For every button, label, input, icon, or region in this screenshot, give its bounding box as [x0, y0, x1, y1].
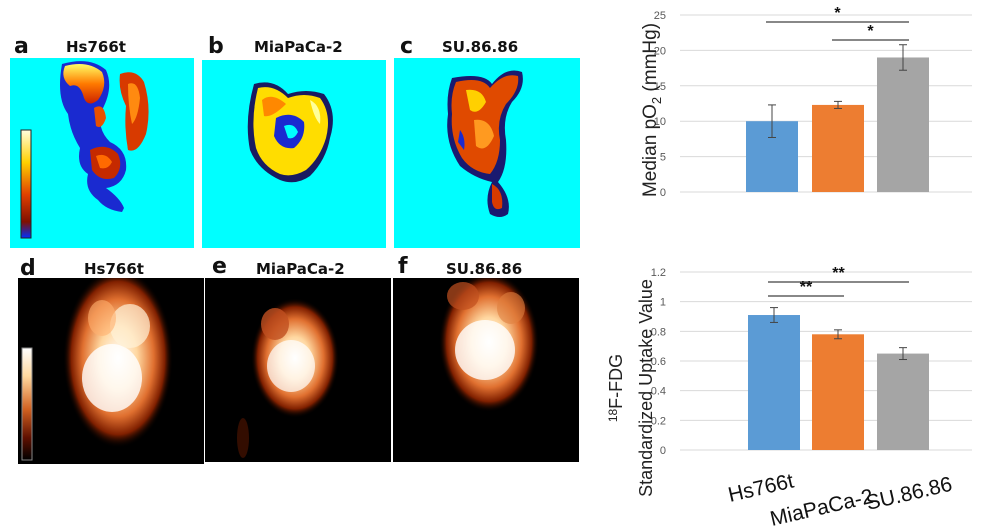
- panel-title-f: SU.86.86: [446, 260, 523, 278]
- y-tick-label: 0.6: [651, 356, 666, 368]
- panel-letter-d: d: [20, 256, 36, 281]
- colorbar: [20, 129, 32, 239]
- bar-su-86-86: [877, 353, 929, 450]
- panel-title-d: Hs766t: [84, 260, 144, 278]
- panel-letter-c: c: [400, 34, 414, 59]
- y-tick-label: 20: [654, 45, 666, 57]
- y-axis-label: Median pO2 (mmHg): [640, 23, 664, 197]
- bar-su-86-86: [877, 57, 929, 193]
- panel-title-e: MiaPaCa-2: [256, 260, 345, 278]
- y-tick-label: 10: [654, 116, 666, 128]
- y-tick-label: 0: [660, 445, 666, 457]
- po2-map-hs766t: [10, 58, 194, 248]
- significance-marker: *: [834, 5, 841, 22]
- y-tick-label: 5: [660, 152, 666, 164]
- y-tick-label: 0.2: [651, 415, 666, 427]
- tumor-region: [247, 82, 333, 183]
- chart-median-po2: 0 5 10 15 20 25 * * Median pO2 (mmHg): [640, 5, 972, 199]
- fdg-pet-su8686: [393, 278, 579, 462]
- chart-fdg-suv: 00.20.40.60.811.2 **** Hs766tMiaPaCa-2SU…: [606, 265, 972, 528]
- tumor-uptake: [439, 278, 539, 412]
- panel-title-c: SU.86.86: [442, 38, 519, 56]
- tumor-uptake: [237, 298, 339, 458]
- tumor-region: [60, 61, 149, 212]
- panel-letter-e: e: [212, 254, 227, 279]
- y-axis-label-line2: Standardized Uptake Value: [636, 279, 656, 497]
- bar-hs766t: [748, 315, 800, 450]
- y-axis-label-line1: 18F-FDG: [606, 354, 626, 422]
- x-tick-label: Hs766t: [726, 469, 796, 506]
- y-tick-label: 25: [654, 10, 666, 22]
- po2-map-su8686: [394, 58, 580, 248]
- error-bar: [899, 44, 907, 71]
- bar-miapaca-2: [812, 334, 864, 450]
- fdg-pet-miapaca: [205, 278, 391, 462]
- significance-marker: **: [800, 279, 813, 296]
- y-tick-label: 0.4: [651, 386, 666, 398]
- error-bar: [768, 104, 776, 138]
- y-tick-label: 0.8: [651, 326, 666, 338]
- po2-map-miapaca: [202, 60, 386, 248]
- error-bar: [834, 100, 842, 109]
- fdg-pet-hs766t: [18, 278, 204, 464]
- significance-marker: **: [832, 265, 845, 282]
- panel-title-b: MiaPaCa-2: [254, 38, 343, 56]
- tumor-region: [447, 70, 523, 217]
- y-tick-label: 1.2: [651, 267, 666, 279]
- panel-letter-f: f: [398, 254, 408, 279]
- y-tick-label: 0: [660, 187, 666, 199]
- y-tick-label: 15: [654, 81, 666, 93]
- panel-letter-a: a: [14, 34, 29, 59]
- significance-marker: *: [867, 23, 874, 40]
- x-tick-label: SU.86.86: [864, 473, 954, 515]
- error-bar: [770, 307, 778, 323]
- bar-miapaca-2: [812, 104, 864, 192]
- error-bar: [899, 347, 907, 361]
- panel-letter-b: b: [208, 34, 224, 59]
- error-bar: [834, 329, 842, 340]
- colorbar: [21, 347, 33, 461]
- panel-title-a: Hs766t: [66, 38, 126, 56]
- y-tick-label: 1: [660, 297, 666, 309]
- tumor-uptake: [63, 278, 173, 448]
